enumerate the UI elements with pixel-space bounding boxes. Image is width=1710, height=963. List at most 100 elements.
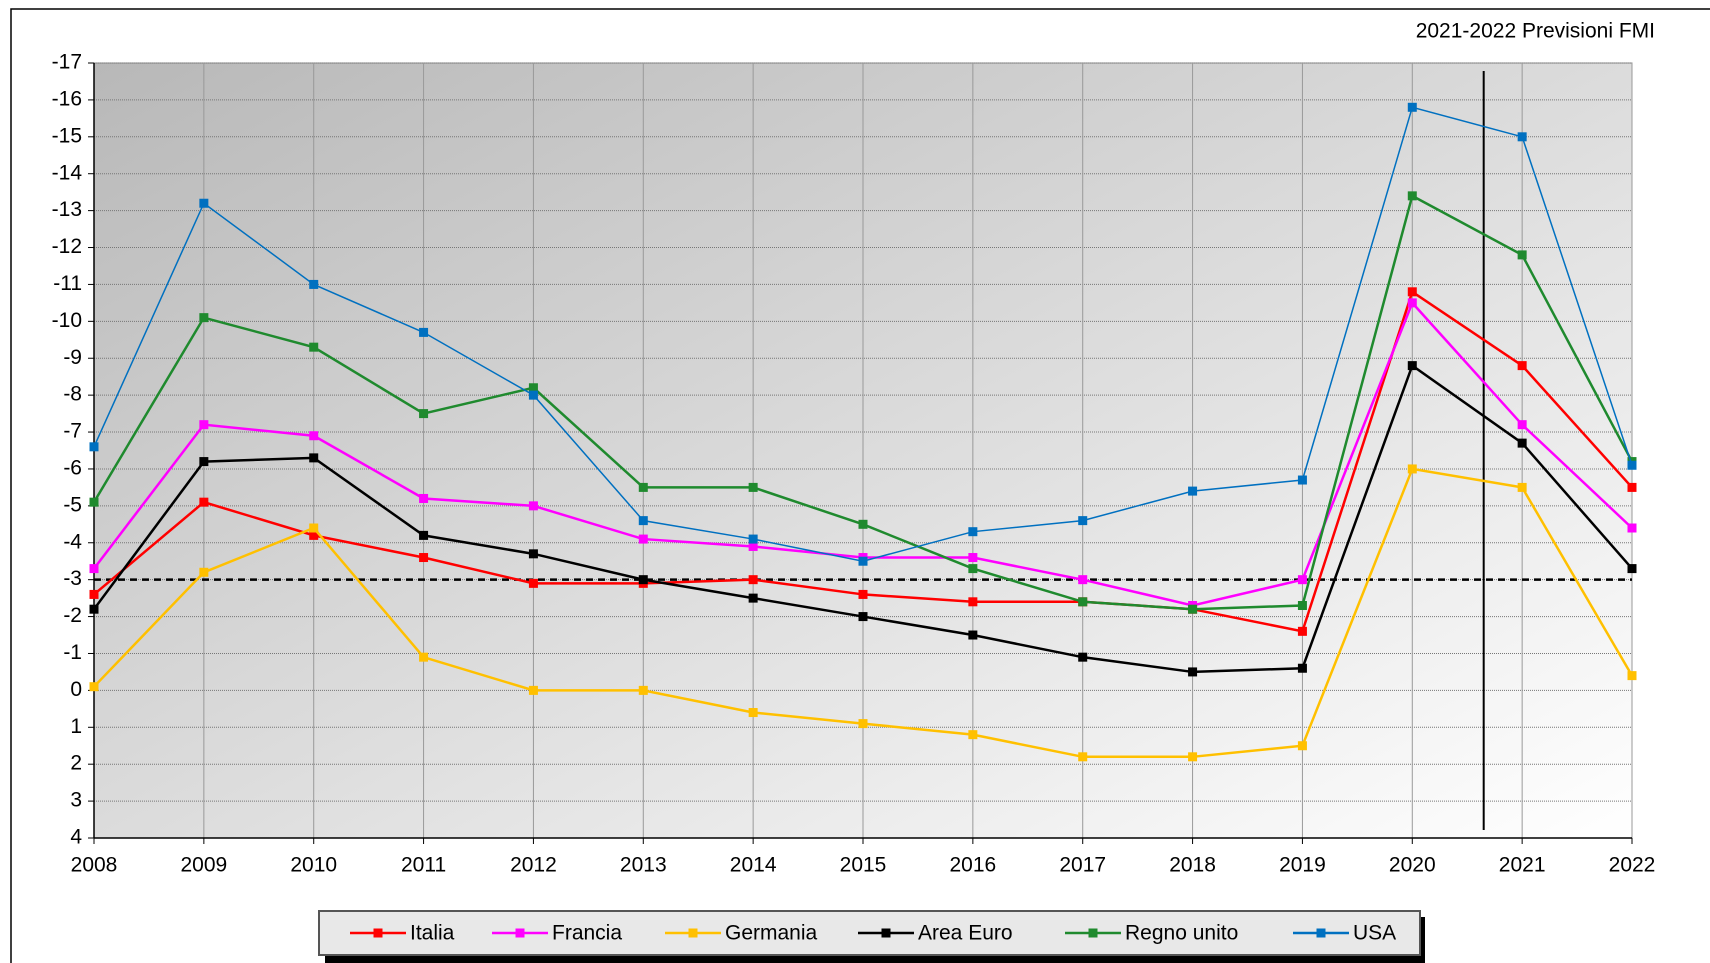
point (968, 553, 978, 563)
point (748, 593, 758, 603)
y-tick-label: -6 (63, 456, 82, 479)
point (1078, 597, 1088, 607)
point (1297, 741, 1307, 751)
point (1188, 604, 1198, 614)
point (1297, 663, 1307, 673)
y-tick-label: 2 (70, 752, 82, 775)
point (528, 501, 538, 511)
point (748, 575, 758, 585)
legend-label: USA (1353, 922, 1396, 945)
point (199, 198, 209, 208)
point (1188, 486, 1198, 496)
point (419, 327, 429, 337)
x-tick-label: 2009 (180, 854, 227, 877)
x-tick-label: 2018 (1169, 854, 1216, 877)
point (1297, 601, 1307, 610)
point (1188, 667, 1198, 677)
legend-label: Area Euro (918, 922, 1013, 945)
x-tick-label: 2014 (730, 854, 777, 877)
legend-marker (688, 928, 698, 938)
x-tick-label: 2020 (1389, 854, 1436, 877)
x-tick-label: 2013 (620, 854, 667, 877)
point (638, 575, 648, 585)
y-tick-label: -8 (63, 383, 82, 406)
y-tick-label: -13 (52, 198, 82, 221)
point (89, 564, 99, 574)
x-tick-label: 2017 (1059, 854, 1106, 877)
point (1297, 626, 1307, 636)
y-tick-label: -10 (52, 309, 82, 332)
point (1627, 671, 1637, 681)
x-tick-label: 2016 (949, 854, 996, 877)
point (858, 612, 868, 622)
y-tick-label: -17 (52, 51, 82, 74)
legend-marker (515, 928, 525, 938)
point (199, 457, 209, 467)
legend-marker (1088, 928, 1098, 938)
point (858, 719, 868, 729)
point (1517, 250, 1527, 260)
legend-marker (373, 928, 383, 938)
y-tick-label: -2 (63, 604, 82, 627)
point (858, 589, 868, 599)
legend-marker (1316, 928, 1326, 938)
point (1078, 652, 1088, 662)
point (1517, 132, 1527, 142)
point (309, 453, 319, 463)
x-tick-label: 2011 (401, 854, 446, 877)
point (1517, 361, 1527, 371)
point (1407, 102, 1417, 112)
point (1407, 191, 1417, 201)
point (528, 549, 538, 559)
legend-label: Germania (725, 922, 818, 945)
point (1627, 482, 1637, 492)
y-tick-label: 1 (70, 715, 82, 738)
point (528, 383, 538, 393)
y-tick-label: -9 (63, 346, 82, 369)
x-tick-label: 2010 (290, 854, 337, 877)
x-tick-label: 2015 (840, 854, 887, 877)
point (528, 390, 538, 400)
point (419, 652, 429, 662)
point (858, 519, 868, 529)
point (419, 553, 429, 563)
point (199, 497, 209, 507)
point (1297, 475, 1307, 485)
point (309, 279, 319, 289)
point (199, 567, 209, 577)
point (1078, 752, 1088, 762)
legend-label: Italia (410, 922, 455, 945)
y-tick-label: -1 (63, 641, 82, 664)
point (748, 541, 758, 551)
point (968, 564, 978, 574)
point (1407, 464, 1417, 474)
point (1627, 523, 1637, 533)
point (968, 597, 978, 607)
point (1078, 575, 1088, 585)
point (199, 313, 209, 323)
point (1627, 564, 1637, 574)
legend-label: Regno unito (1125, 922, 1238, 945)
point (528, 578, 538, 588)
x-tick-label: 2022 (1609, 854, 1656, 877)
point (1517, 438, 1527, 448)
point (419, 530, 429, 540)
point (638, 516, 648, 526)
point (748, 534, 758, 544)
point (419, 493, 429, 503)
y-tick-label: -5 (63, 493, 82, 516)
y-tick-label: 0 (70, 678, 82, 701)
point (968, 527, 978, 537)
y-tick-label: -16 (52, 87, 82, 110)
x-tick-label: 2012 (510, 854, 557, 877)
x-tick-label: 2019 (1279, 854, 1326, 877)
point (968, 730, 978, 740)
point (1517, 482, 1527, 492)
y-tick-label: -15 (52, 124, 82, 147)
point (1297, 575, 1307, 585)
legend-marker (881, 928, 891, 938)
point (1407, 287, 1417, 297)
point (748, 708, 758, 718)
point (968, 630, 978, 640)
